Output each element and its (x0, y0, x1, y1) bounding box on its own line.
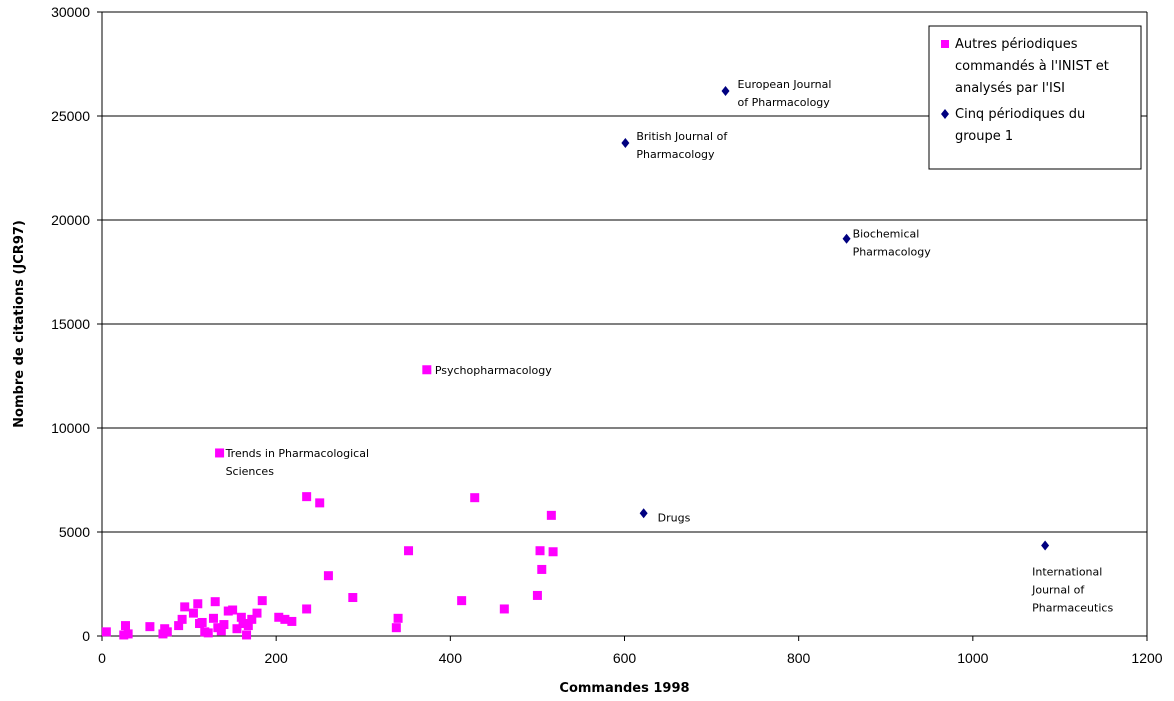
data-point-square (219, 620, 229, 630)
data-point-square (232, 624, 242, 634)
point-annotations: Psychopharmacology Trends in Pharmacologi… (225, 78, 1114, 614)
data-point-square (210, 597, 220, 607)
data-point-square (215, 448, 225, 458)
y-axis-title: Nombre de citations (JCR97) (12, 220, 27, 428)
data-point-square (302, 492, 312, 502)
x-tick-label: 200 (264, 650, 288, 666)
data-points (101, 86, 1050, 640)
legend-marker-diamond (941, 109, 949, 119)
data-point-square (548, 547, 558, 557)
y-tick-labels: 0 5000 10000 15000 20000 25000 30000 (51, 4, 90, 644)
legend-box (928, 25, 1142, 170)
data-point-square (470, 493, 480, 503)
data-point-square (236, 612, 246, 622)
data-point-square (188, 608, 198, 618)
legend-marker-square (941, 40, 949, 48)
data-point-square (422, 365, 432, 375)
x-tick-label: 600 (613, 650, 637, 666)
point-annotation: European Journal of Pharmacology (738, 78, 832, 109)
y-tick-label: 15000 (51, 316, 90, 332)
point-annotation: British Journal of Pharmacology (636, 130, 728, 161)
data-point-square (197, 617, 207, 627)
data-point-square (238, 619, 248, 629)
y-tick-label: 25000 (51, 108, 90, 124)
data-point-square (532, 590, 542, 600)
y-tick-label: 30000 (51, 4, 90, 20)
data-point-diamond (842, 233, 851, 244)
data-point-square (287, 616, 297, 626)
point-annotation: Trends in Pharmacological Sciences (225, 447, 369, 478)
data-point-square (302, 604, 312, 614)
x-tick-label: 0 (98, 650, 106, 666)
data-point-square (535, 546, 545, 556)
legend-entry-label: Cinq périodiques du groupe 1 (955, 107, 1085, 144)
data-point-square (391, 623, 401, 633)
data-point-square (121, 621, 131, 631)
data-point-square (274, 612, 284, 622)
point-annotation: Psychopharmacology (435, 364, 552, 377)
data-point-diamond (1041, 540, 1050, 551)
data-point-square (280, 614, 290, 624)
y-tick-label: 0 (82, 628, 90, 644)
axes (101, 12, 1148, 637)
data-point-square (247, 614, 257, 624)
x-tick-label: 1200 (1131, 650, 1162, 666)
data-point-square (393, 613, 403, 623)
data-point-square (123, 629, 133, 639)
data-point-square (216, 626, 226, 636)
legend: Autres périodiques commandés à l'INIST et… (928, 25, 1142, 170)
data-point-square (203, 628, 213, 638)
y-tick-label: 10000 (51, 420, 90, 436)
data-point-square (208, 613, 218, 623)
x-tick-label: 1000 (957, 650, 988, 666)
data-point-square (257, 596, 267, 606)
point-annotation: Drugs (658, 511, 691, 524)
data-point-square (252, 608, 262, 618)
data-point-square (162, 627, 172, 637)
data-point-square (348, 593, 358, 603)
data-point-square (404, 546, 414, 556)
data-point-square (546, 510, 556, 520)
y-tick-label: 20000 (51, 212, 90, 228)
point-annotation: International Journal of Pharmaceutics (1031, 566, 1113, 615)
data-point-square (177, 614, 187, 624)
data-point-diamond (639, 508, 648, 519)
x-axis-title: Commandes 1998 (559, 681, 689, 696)
data-point-square (315, 498, 325, 508)
y-tick-label: 5000 (59, 524, 90, 540)
data-point-diamond (621, 138, 630, 149)
data-point-square (145, 622, 155, 632)
x-tick-label: 800 (787, 650, 811, 666)
data-point-square (323, 571, 333, 581)
data-point-diamond (721, 86, 730, 97)
data-point-square (228, 605, 238, 615)
data-point-square (101, 627, 111, 637)
data-point-square (174, 621, 184, 631)
data-point-square (193, 599, 203, 609)
data-point-square (457, 596, 467, 606)
legend-entry-label: Autres périodiques commandés à l'INIST et… (955, 37, 1109, 96)
data-point-square (243, 621, 253, 631)
data-point-square (537, 564, 547, 574)
data-point-square (499, 604, 509, 614)
data-point-square (180, 602, 190, 612)
x-tick-label: 400 (439, 650, 463, 666)
point-annotation: Biochemical Pharmacology (853, 228, 932, 259)
data-point-square (242, 630, 252, 640)
x-tick-labels: 0 200 400 600 800 1000 1200 (98, 650, 1163, 666)
